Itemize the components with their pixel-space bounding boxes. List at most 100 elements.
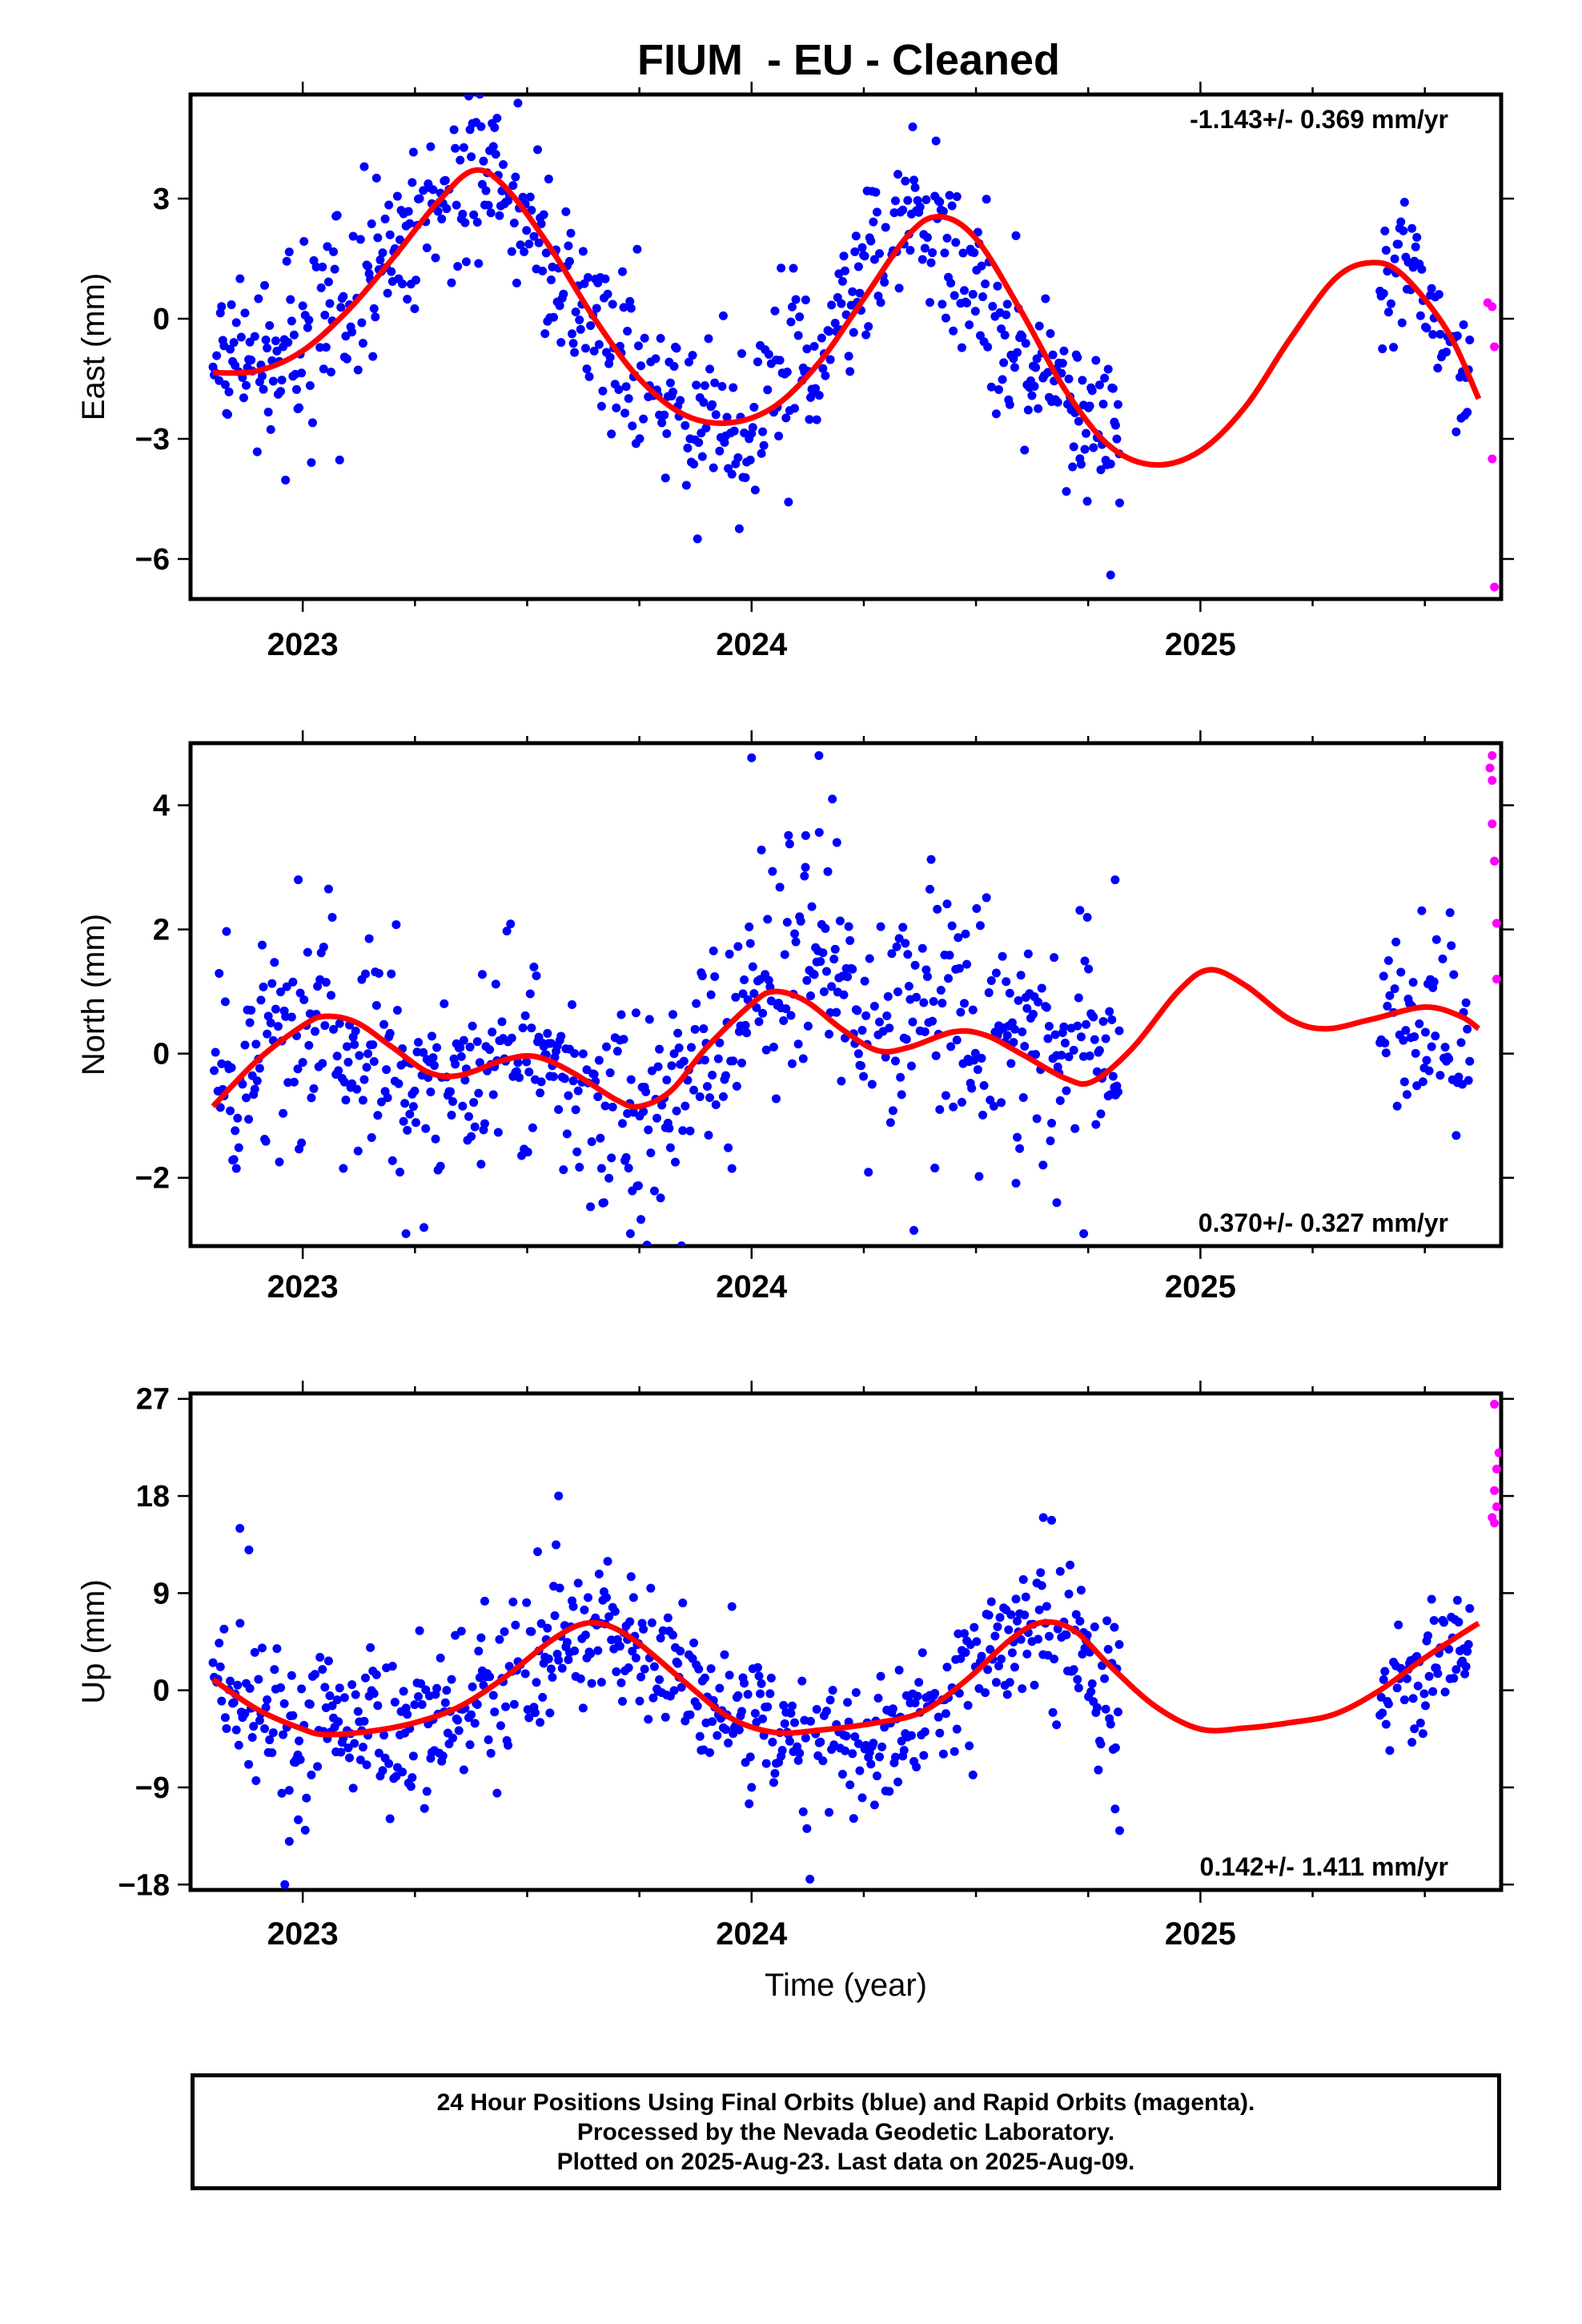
final-orbit-point — [761, 1759, 771, 1768]
final-orbit-point — [860, 976, 869, 986]
final-orbit-point — [1089, 1012, 1098, 1022]
final-orbit-point — [469, 210, 479, 219]
final-orbit-point — [250, 332, 259, 341]
final-orbit-point — [881, 223, 890, 232]
rapid-orbit-point — [1488, 819, 1497, 829]
final-orbit-point — [594, 340, 604, 349]
rapid-orbit-point — [1494, 1448, 1501, 1458]
final-orbit-point — [233, 1113, 243, 1123]
final-orbit-point — [259, 384, 268, 394]
final-orbit-point — [231, 1164, 241, 1173]
final-orbit-point — [639, 1624, 648, 1634]
final-orbit-point — [1399, 197, 1409, 207]
final-orbit-point — [373, 1701, 383, 1711]
final-orbit-point — [1438, 954, 1447, 963]
final-orbit-point — [950, 1747, 959, 1756]
final-orbit-point — [330, 264, 339, 274]
final-orbit-point — [1417, 906, 1427, 915]
final-orbit-point — [954, 963, 964, 973]
final-orbit-point — [802, 344, 812, 354]
final-orbit-point — [592, 304, 601, 313]
final-orbit-point — [528, 1123, 537, 1132]
final-orbit-point — [1094, 1765, 1103, 1775]
final-orbit-point — [215, 1662, 225, 1671]
final-orbit-point — [1082, 428, 1091, 438]
final-orbit-point — [745, 455, 755, 464]
final-orbit-point — [1013, 1132, 1022, 1142]
final-orbit-point — [379, 1019, 389, 1029]
final-orbit-point — [1100, 373, 1110, 383]
final-orbit-point — [809, 341, 819, 351]
final-orbit-point — [684, 357, 693, 367]
final-orbit-point — [492, 1788, 502, 1798]
final-orbit-point — [1399, 226, 1408, 235]
final-orbit-point — [1037, 1581, 1046, 1590]
final-orbit-point — [399, 1116, 408, 1126]
final-orbit-point — [970, 1048, 980, 1058]
final-orbit-point — [210, 1066, 219, 1076]
final-orbit-point — [326, 991, 335, 1000]
final-orbit-point — [1379, 1675, 1388, 1684]
final-orbit-point — [1108, 384, 1118, 393]
final-orbit-point — [888, 1704, 897, 1714]
y-tick-label: −18 — [118, 1868, 170, 1902]
final-orbit-point — [749, 402, 759, 412]
final-orbit-point — [1053, 397, 1062, 407]
final-orbit-point — [1461, 998, 1471, 1007]
final-orbit-point — [1463, 408, 1472, 417]
final-orbit-point — [428, 185, 438, 195]
final-orbit-point — [469, 1098, 479, 1108]
final-orbit-point — [287, 316, 296, 326]
final-orbit-point — [931, 1051, 941, 1060]
final-orbit-point — [674, 1043, 684, 1052]
final-orbit-point — [818, 948, 828, 958]
final-orbit-point — [245, 1018, 255, 1027]
plot-frame — [188, 92, 1504, 601]
final-orbit-point — [461, 257, 471, 267]
final-orbit-point — [1044, 1021, 1054, 1031]
final-orbit-point — [961, 1647, 970, 1657]
final-orbit-point — [374, 1748, 383, 1758]
final-orbit-point — [766, 996, 776, 1006]
final-orbit-point — [608, 300, 617, 309]
final-orbit-point — [339, 1077, 349, 1087]
final-orbit-point — [832, 1007, 841, 1017]
final-orbit-point — [475, 1058, 484, 1068]
final-orbit-point — [770, 1768, 780, 1778]
final-orbit-point — [1092, 1703, 1102, 1712]
final-orbit-point — [575, 1163, 584, 1172]
final-orbit-point — [568, 329, 577, 339]
final-orbit-point — [1032, 354, 1042, 364]
final-orbit-point — [353, 1707, 363, 1716]
final-orbit-point — [458, 209, 468, 219]
final-orbit-point — [1050, 1655, 1059, 1664]
final-orbit-point — [625, 1617, 635, 1626]
final-orbit-point — [250, 1647, 259, 1657]
final-orbit-point — [323, 884, 333, 894]
rapid-orbit-point — [1488, 302, 1497, 312]
final-orbit-point — [568, 1076, 578, 1086]
final-orbit-point — [798, 1054, 808, 1063]
final-orbit-point — [642, 1240, 652, 1246]
final-orbit-point — [475, 94, 484, 99]
final-orbit-point — [329, 1024, 339, 1034]
final-orbit-point — [621, 382, 631, 392]
final-orbit-point — [1014, 995, 1023, 1005]
final-orbit-point — [373, 233, 383, 243]
final-orbit-point — [708, 1717, 717, 1727]
final-orbit-point — [1064, 1590, 1074, 1599]
final-orbit-point — [748, 423, 757, 432]
final-orbit-point — [303, 323, 312, 332]
final-orbit-point — [656, 334, 665, 344]
final-orbit-point — [385, 1028, 395, 1038]
final-orbit-point — [848, 287, 857, 296]
final-orbit-point — [695, 1731, 705, 1741]
final-orbit-point — [593, 1092, 603, 1101]
final-orbit-point — [302, 1793, 311, 1803]
final-orbit-point — [635, 1696, 644, 1706]
final-orbit-point — [626, 304, 636, 313]
final-orbit-point — [668, 1010, 677, 1019]
final-orbit-point — [459, 143, 468, 152]
final-orbit-point — [1034, 321, 1044, 331]
final-orbit-point — [1383, 955, 1393, 965]
